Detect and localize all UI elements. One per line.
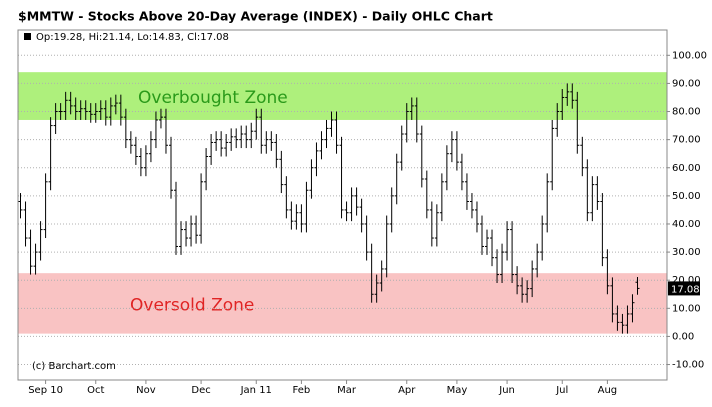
y-tick-label: 90.00 [672,78,701,89]
x-tick-label: Dec [191,385,210,396]
grid [18,54,670,384]
x-tick-label: Feb [293,385,311,396]
y-tick-label: 100.00 [672,50,707,61]
source: (c) Barchart.com [32,361,116,372]
x-tick-label: Nov [136,385,156,396]
zone-label: Overbought Zone [138,88,288,108]
x-tick-label: Mar [337,385,357,396]
x-tick-label: Aug [598,385,618,396]
legend-text: Op:19.28, Hi:21.14, Lo:14.83, Cl:17.08 [36,32,229,43]
last-value-box [668,281,700,296]
y-tick-label: -10.00 [672,360,704,371]
y-tick-label: 0.00 [672,331,694,342]
bars [18,83,640,334]
x-tick-label: Jan 11 [240,385,272,396]
y-tick-label: 60.00 [672,163,701,174]
y-tick-label: 10.00 [672,303,701,314]
plot-frame [17,29,668,381]
y-tick-label: 30.00 [672,247,701,258]
legend-swatch [24,33,31,40]
y-tick-label: 20.00 [672,275,701,286]
x-tick-label: Jul [555,385,568,396]
y-tick-label: 80.00 [672,107,701,118]
x-tick-label: Jun [498,385,515,396]
chart-title: $MMTW - Stocks Above 20-Day Average (IND… [18,9,493,24]
zone [18,273,667,334]
x-tick-label: Apr [398,385,416,396]
x-tick-label: Oct [87,385,104,396]
last-value-label: 17.08 [671,284,700,295]
y-tick-label: 50.00 [672,191,701,202]
zone-label: Oversold Zone [130,295,254,315]
x-tick-label: Sep 10 [28,385,63,396]
y-tick-label: 40.00 [672,219,701,230]
x-tick-label: May [447,385,468,396]
y-tick-label: 70.00 [672,135,701,146]
